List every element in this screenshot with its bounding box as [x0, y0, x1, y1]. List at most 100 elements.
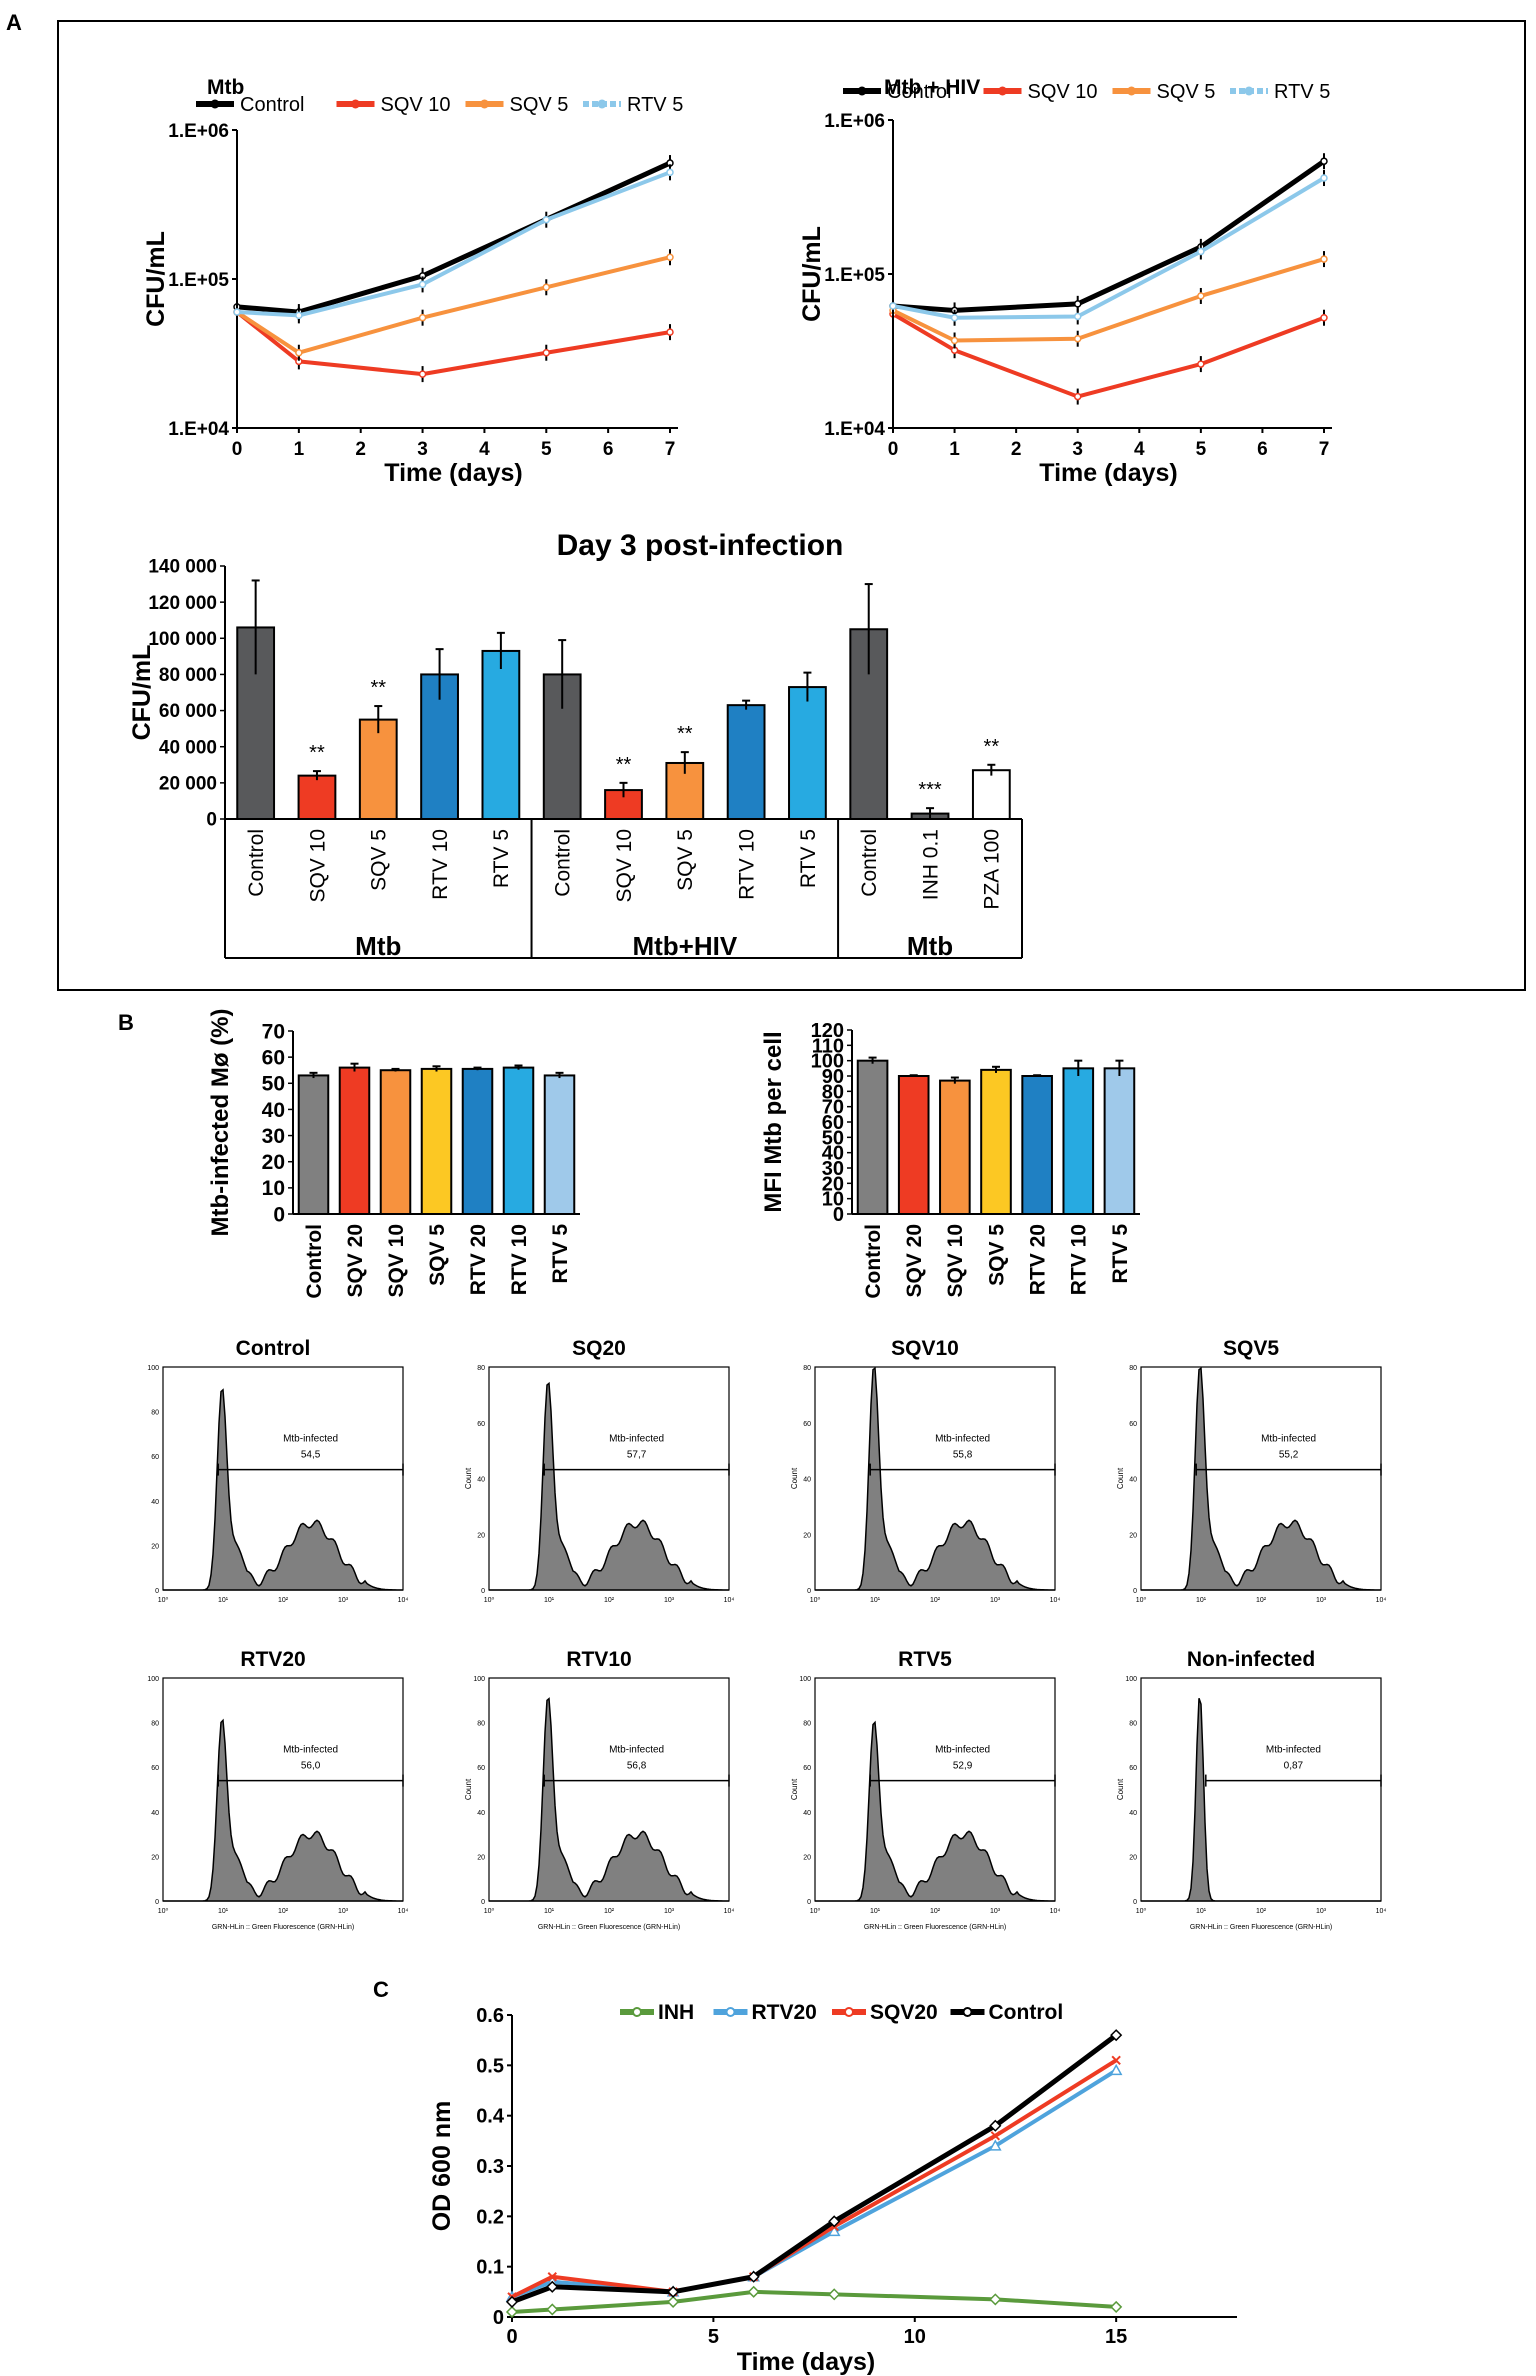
y-tick-label: 90	[822, 1066, 844, 1088]
legend-label-control: Control	[989, 2001, 1064, 2024]
y-tick-label: 80	[803, 1365, 811, 1372]
gate-label: Mtb-infected	[1266, 1745, 1321, 1756]
x-tick-label: 10³	[338, 1597, 349, 1604]
y-tick-label: 140 000	[148, 557, 217, 578]
x-tick-label: 4	[479, 439, 490, 460]
flow-panel-sqv5: SQV5 Mtb-infected 55,2 0 20 40 60 80 10⁰ 10¹ 10² 10…	[1116, 1337, 1386, 1604]
y-tick-label: 0	[481, 1588, 485, 1595]
flow-panel-title: SQ20	[572, 1337, 626, 1360]
y-tick-label: 110	[812, 1035, 844, 1057]
bar-rtv-5	[481, 649, 521, 821]
category-label-sqv-20: SQV 20	[344, 1224, 367, 1298]
legend-label-inh: INH	[658, 2001, 694, 2024]
x-tick-label: 10	[904, 2326, 926, 2348]
y-tick-label: 10	[262, 1177, 285, 1200]
legend-marker-control	[210, 99, 220, 109]
y-tick-label: 100	[473, 1676, 485, 1683]
y-tick-label: 60	[803, 1421, 811, 1428]
significance-marker: **	[984, 736, 1000, 758]
x-tick-label: 10²	[278, 1908, 289, 1915]
x-tick-label: 10¹	[870, 1597, 881, 1604]
category-label-rtv-10: RTV 10	[429, 829, 452, 900]
x-tick-label: 10¹	[218, 1908, 229, 1915]
x-tick-label: 10⁰	[810, 1907, 821, 1915]
data-point-control	[989, 2119, 1002, 2132]
y-tick-label: 80	[151, 1410, 159, 1417]
legend-marker-sqv-10	[351, 99, 360, 109]
y-tick-label: 100	[1125, 1676, 1137, 1683]
y-tick-label: 40	[1129, 1810, 1137, 1817]
flow-panel-title: SQV5	[1223, 1337, 1279, 1360]
gate-label: Mtb-infected	[609, 1745, 664, 1756]
y-tick-label: 20	[151, 1854, 159, 1861]
data-point-rtv20	[989, 2139, 1002, 2151]
y-axis-label: Count	[464, 1778, 473, 1800]
category-label-rtv-5: RTV 5	[1109, 1224, 1132, 1284]
data-point-sqv-5	[418, 313, 427, 322]
x-tick-label: 2	[355, 439, 366, 460]
category-label-rtv-5: RTV 5	[797, 829, 820, 888]
chart-title: Mtb	[207, 76, 244, 99]
y-tick-label: 20	[151, 1543, 159, 1550]
y-tick-label: 60	[262, 1046, 285, 1069]
data-point-sqv-5	[950, 336, 959, 345]
group-label-mtb-hiv: Mtb+HIV	[632, 931, 737, 961]
x-tick-label: 10³	[338, 1908, 349, 1915]
bar-sqv-10	[379, 1069, 412, 1215]
gate-label: Mtb-infected	[1261, 1434, 1316, 1445]
gate-value: 55,2	[1279, 1450, 1299, 1461]
gate-label: Mtb-infected	[935, 1434, 990, 1445]
data-point-sqv20	[547, 2272, 557, 2282]
data-point-sqv-5	[666, 253, 674, 261]
bar-sqv-5	[420, 1067, 453, 1215]
data-point-inh	[747, 2285, 760, 2298]
gate-value: 54,5	[301, 1450, 321, 1461]
y-tick-label: 40	[803, 1810, 811, 1817]
category-label-control: Control	[303, 1224, 326, 1299]
x-tick-label: 1	[294, 439, 305, 460]
x-tick-label: 10¹	[544, 1908, 555, 1915]
histogram	[815, 1366, 1055, 1591]
y-tick-label: 40	[477, 1477, 485, 1484]
y-tick-label: 1.E+06	[824, 111, 885, 132]
y-tick-label: 80	[1129, 1721, 1137, 1728]
y-axis-label: Count	[464, 1467, 473, 1489]
y-tick-label: 20 000	[159, 774, 217, 795]
panel-label-c: C	[373, 1977, 389, 2002]
data-point-rtv-5	[295, 311, 303, 320]
x-tick-label: 10⁴	[398, 1908, 409, 1915]
y-tick-label: 1.E+04	[824, 419, 885, 440]
data-point-rtv-5	[418, 280, 427, 289]
x-tick-label: 0	[506, 2326, 517, 2348]
x-tick-label: 10⁴	[1050, 1597, 1061, 1604]
y-tick-label: 0	[155, 1588, 159, 1595]
bar-rtv-20	[1021, 1075, 1053, 1215]
category-label-sqv-5: SQV 5	[674, 829, 697, 891]
legend-label-sqv-5: SQV 5	[1157, 81, 1216, 103]
legend-marker-sqv-5	[480, 99, 489, 109]
flow-panel-title: RTV10	[566, 1648, 631, 1671]
category-label-rtv-5: RTV 5	[490, 829, 513, 888]
y-tick-label: 0	[206, 810, 217, 831]
x-tick-label: 10⁴	[1050, 1908, 1061, 1915]
data-point-sqv-10	[1073, 392, 1082, 401]
bar-sqv-5	[980, 1068, 1012, 1216]
y-tick-label: 80	[477, 1365, 485, 1372]
y-tick-label: 100	[147, 1676, 159, 1683]
x-tick-label: 15	[1105, 2326, 1127, 2348]
data-point-sqv-10	[666, 328, 674, 336]
series-line-sqv20	[511, 2058, 1118, 2299]
x-tick-label: 5	[708, 2326, 719, 2348]
bar-rtv-5	[543, 1074, 576, 1216]
data-point-inh	[828, 2288, 841, 2301]
y-axis-title: Mtb-infected Mø (%)	[207, 1009, 234, 1237]
bar-rtv-5	[1103, 1067, 1136, 1216]
plot-frame	[1140, 1677, 1382, 1902]
bar-control	[236, 626, 276, 821]
x-tick-label: 10⁰	[1136, 1596, 1147, 1604]
y-tick-label: 60	[1129, 1765, 1137, 1772]
y-tick-label: 80	[151, 1721, 159, 1728]
bar-sqv-10	[297, 774, 337, 821]
